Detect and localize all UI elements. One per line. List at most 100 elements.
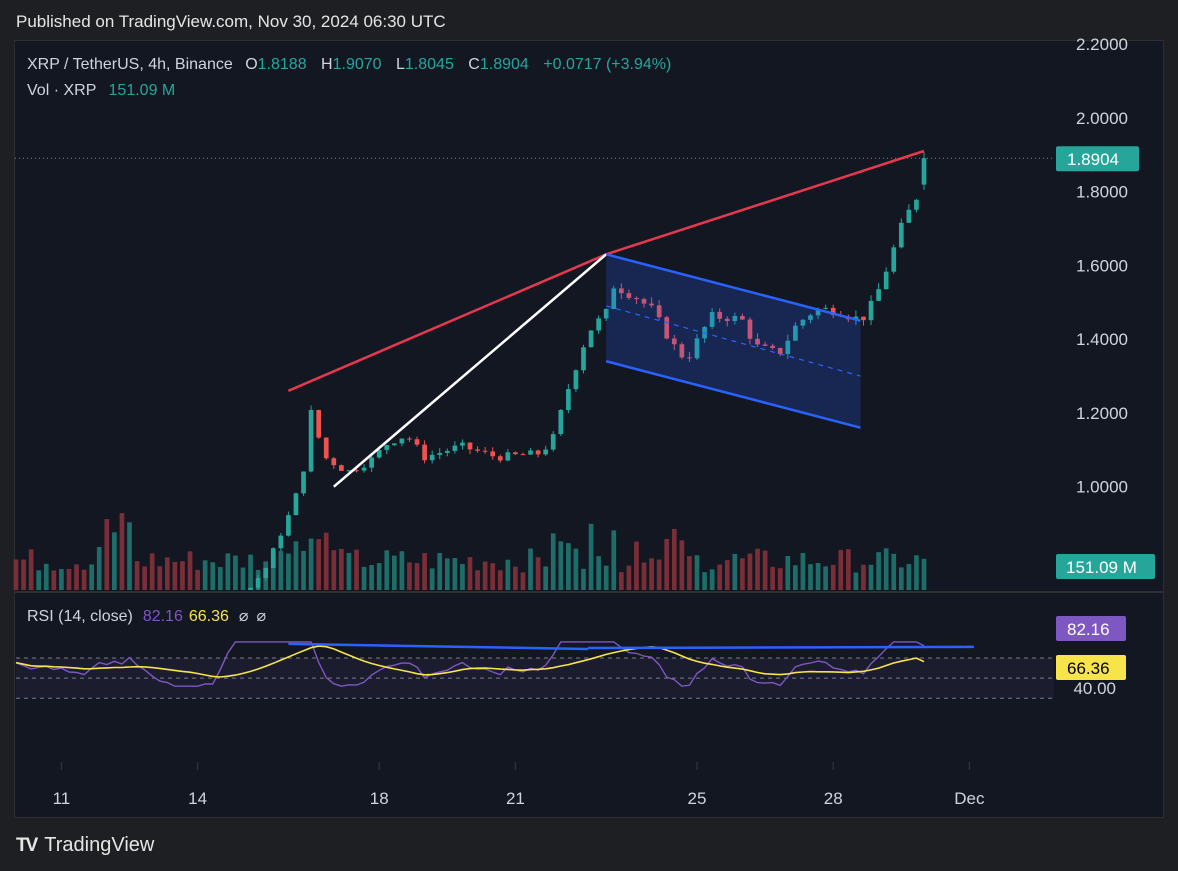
price-tick-label: 1.2000 <box>1076 404 1128 423</box>
volume-bar <box>543 566 549 590</box>
candle-body <box>566 389 571 410</box>
candle-body <box>520 454 526 456</box>
volume-bar <box>566 543 571 590</box>
volume-bar <box>142 566 147 590</box>
volume-bar <box>762 550 768 590</box>
volume-bar <box>293 541 299 590</box>
high-value: 1.9070 <box>332 56 382 73</box>
volume-bar <box>43 563 49 590</box>
volume-bar <box>278 550 284 590</box>
candle-body <box>361 467 367 471</box>
volume-bar <box>906 564 912 590</box>
open-value: 1.8188 <box>257 56 307 73</box>
volume-bar <box>59 568 64 590</box>
candle-body <box>679 344 685 358</box>
candle-body <box>588 330 594 348</box>
volume-bar <box>66 568 72 590</box>
brand-name: TradingView <box>44 834 155 856</box>
candle-body <box>278 535 284 549</box>
candle-body <box>422 444 427 461</box>
volume-bar <box>505 559 511 590</box>
rsi-ma-tag <box>1056 655 1126 680</box>
candle-body <box>740 316 745 320</box>
rsi-trendline-2 <box>588 645 974 650</box>
volume-bar <box>217 566 223 590</box>
candle-body <box>694 338 700 359</box>
candle-body <box>293 493 299 516</box>
rsi-value: 82.16 <box>142 608 183 625</box>
published-caption: Published on TradingView.com, Nov 30, 20… <box>16 12 446 31</box>
volume-bar <box>535 557 541 590</box>
symbol-title[interactable]: XRP / TetherUS, 4h, Binance <box>27 56 233 73</box>
volume-bar <box>611 530 617 590</box>
volume-bar <box>777 568 783 590</box>
rsi-legend: RSI (14, close) 82.16 66.36 ⌀ ⌀ <box>27 606 274 626</box>
volume-bar <box>119 513 125 590</box>
chart-frame[interactable] <box>14 40 1164 818</box>
candle-body <box>414 439 420 445</box>
volume-bar <box>164 557 170 590</box>
volume-bar <box>891 553 897 590</box>
candle-body <box>777 348 783 355</box>
volume-bar <box>732 553 738 590</box>
volume-bar <box>588 523 594 590</box>
volume-label[interactable]: Vol · XRP <box>27 82 97 99</box>
volume-bar <box>785 555 791 590</box>
volume-bar <box>482 561 488 590</box>
candle-body <box>573 370 579 390</box>
candle-body <box>528 450 533 455</box>
candle-body <box>656 305 662 318</box>
volume-bars <box>13 513 927 590</box>
price-tick-label: 1.0000 <box>1076 478 1128 497</box>
volume-bar <box>823 566 828 590</box>
x-tick-label: 14 <box>188 789 207 808</box>
volume-bar <box>634 541 639 590</box>
candle-body <box>460 442 465 446</box>
candle-body <box>286 515 291 536</box>
candle-body <box>671 338 677 345</box>
volume-bar <box>528 548 533 590</box>
rsi-title[interactable]: RSI (14, close) <box>27 608 133 625</box>
volume-bar <box>429 568 435 590</box>
volume-bar <box>180 561 185 590</box>
candle-body <box>407 438 412 440</box>
volume-bar <box>89 564 95 590</box>
volume-bar <box>127 522 132 590</box>
volume-bar <box>323 532 329 590</box>
volume-bar <box>664 538 670 590</box>
candle-body <box>475 449 480 451</box>
volume-bar <box>747 553 753 590</box>
volume-bar <box>838 549 844 590</box>
close-label: C <box>468 56 480 73</box>
volume-bar <box>573 548 579 590</box>
volume-bar <box>793 565 798 590</box>
volume-bar <box>755 548 760 590</box>
volume-bar <box>467 557 473 590</box>
hide-icon[interactable]: ⌀ <box>238 608 249 625</box>
volume-bar <box>248 554 253 590</box>
candle-body <box>800 319 806 326</box>
candle-body <box>891 247 897 272</box>
volume-bar <box>81 569 87 590</box>
volume-bar <box>724 560 730 590</box>
candle-body <box>550 434 556 450</box>
volume-bar <box>709 569 715 590</box>
candle-body <box>755 338 760 345</box>
candle-body <box>437 452 443 455</box>
volume-tag-label: 151.09 M <box>1066 558 1137 577</box>
candle-body <box>452 445 458 451</box>
source-icon[interactable]: ⌀ <box>256 608 267 625</box>
volume-bar <box>301 550 306 590</box>
volume-bar <box>172 561 178 590</box>
candle-body <box>618 288 624 294</box>
x-tick-label: 28 <box>824 789 843 808</box>
volume-bar <box>694 555 700 590</box>
candle-body <box>331 458 337 466</box>
volume-bar <box>490 563 496 590</box>
x-tick-label: Dec <box>954 789 985 808</box>
volume-bar <box>800 552 806 590</box>
volume-bar <box>414 563 420 590</box>
channel-lower-line <box>605 360 861 429</box>
volume-bar <box>270 551 276 590</box>
